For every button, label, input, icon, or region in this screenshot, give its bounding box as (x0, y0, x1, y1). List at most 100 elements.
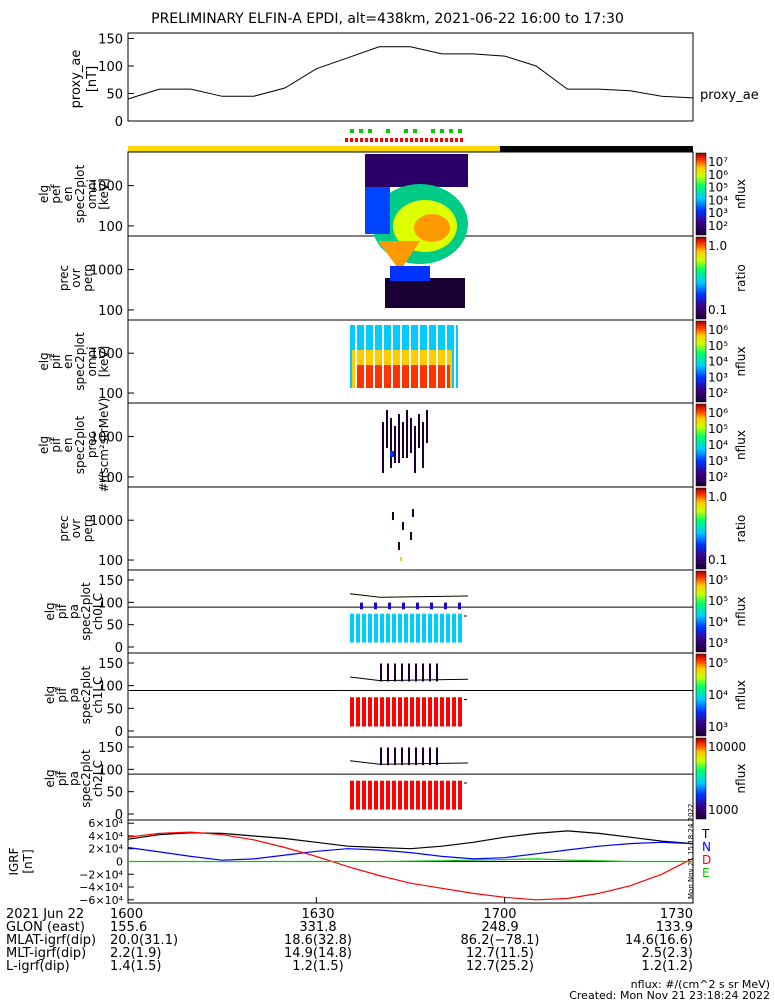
p7-ylabel: pa (67, 688, 81, 703)
p1-ylabel: spec2plot (73, 164, 87, 223)
p7-pa-strip (374, 697, 378, 727)
p6-pa-top (416, 602, 419, 610)
xaxis-value: 2.2(1.9) (110, 946, 162, 961)
xaxis-value: 18.6(32.8) (284, 933, 352, 948)
p6-pa-top (444, 602, 447, 610)
p6-pa-top (458, 602, 461, 610)
p8-ylabel: spec2plot (79, 749, 93, 808)
p3-cbar-label: 10⁶ (708, 323, 728, 337)
p8-ylabel: pif (55, 770, 69, 786)
p4-spectrum-strip (422, 422, 424, 468)
p3-ytick-label: 1000 (90, 347, 123, 362)
orbit-shadow-bar (500, 146, 693, 152)
xaxis-value: 1.2(1.5) (292, 959, 344, 974)
p6-pa-strip (416, 613, 420, 643)
p6-cbar-label: 10⁴ (708, 615, 728, 629)
p7-pa-strip (386, 697, 390, 727)
p8-pa-top (380, 747, 382, 766)
xaxis-value: 2.5(2.3) (642, 946, 694, 961)
ae-tick-label: 100 (98, 60, 123, 75)
p7-cbar-label: 10⁴ (708, 688, 728, 702)
p4-spectrum-strip (426, 410, 428, 443)
p8-pa-strip (404, 780, 408, 810)
igrf-series-y (127, 841, 694, 861)
p3-gap (427, 324, 429, 389)
p8-pa-top (394, 747, 396, 766)
p8-pa-top (408, 747, 410, 766)
footer-created: Created: Mon Nov 21 23:18:24 2022 (569, 989, 770, 1000)
p3-gap (409, 324, 411, 389)
p8-pa-top (401, 747, 403, 766)
xaxis-value: 12.7(11.5) (466, 946, 534, 961)
science-tick-green (350, 129, 354, 133)
p6-pa-strip (368, 613, 372, 643)
p8-pa-top (436, 747, 438, 766)
p3-ylabel: en (61, 354, 75, 369)
p7-pa-strip (362, 697, 366, 727)
xaxis-value: 20.0(31.1) (110, 933, 178, 948)
p8-ylabel: elg (43, 769, 57, 787)
p3-ytick-label: 100 (98, 387, 123, 402)
p4-cbar-label: 10³ (708, 454, 728, 468)
p3-gap (445, 324, 447, 389)
p3-ylabel: omni (85, 347, 99, 377)
p3-cbar-label: 10⁵ (708, 339, 728, 353)
p8-ylabel: pa (67, 771, 81, 786)
p3-gap (418, 324, 420, 389)
p7-pa-strip (440, 697, 444, 727)
p7-ylabel: pif (55, 687, 69, 703)
p7-pa-strip (380, 697, 384, 727)
igrf-ytick-label: −4×10⁴ (79, 881, 123, 894)
p3-cbar-label: 10⁴ (708, 355, 728, 369)
p5-ytick-label: 100 (98, 554, 123, 569)
p1-ylabel: pef (49, 184, 63, 204)
p2-ylabel: prec (57, 265, 71, 291)
xaxis-value: 133.9 (656, 920, 693, 935)
science-tick-red (435, 138, 438, 142)
ae-frame (127, 32, 694, 122)
xaxis-value: 1700 (483, 907, 516, 922)
p4-spectrum-dot (390, 451, 394, 457)
science-tick-red (380, 138, 383, 142)
p4-ytick-label: 100 (98, 471, 123, 486)
p6-pa-strip (386, 613, 390, 643)
p7-pa-top (380, 663, 382, 682)
p6-pa-strip (434, 613, 438, 643)
p5-cbar-unit: ratio (734, 515, 748, 543)
p7-pa-top (415, 663, 417, 682)
p5-frame (127, 486, 694, 571)
p8-pa-strip (392, 780, 396, 810)
p2-cbar-unit: ratio (734, 264, 748, 292)
xaxis-value: 14.6(16.6) (625, 933, 693, 948)
p1-cbar-label: 10⁶ (708, 168, 728, 182)
p6-pa-strip (392, 613, 396, 643)
p8-pa-strip (368, 780, 372, 810)
xaxis-value: 12.7(25.2) (466, 959, 534, 974)
p6-ytick-label: 150 (98, 574, 123, 589)
p3-colorbar (695, 320, 707, 403)
p4-spectrum-strip (414, 426, 416, 473)
side-timestamp: Mon Nov 21 15:18:24 2022 (687, 804, 695, 899)
science-tick-red (405, 138, 408, 142)
igrf-ytick-label: 4×10⁴ (88, 830, 123, 843)
p4-spectrum-strip (382, 422, 384, 473)
p1-ylabel: [keV] (97, 178, 111, 209)
p2-colorbar (695, 236, 707, 320)
p6-pa-strip (410, 613, 414, 643)
p8-pa-strip (374, 780, 378, 810)
p8-pa-strip (452, 780, 456, 810)
xaxis-row-label: 2021 Jun 22 (6, 907, 84, 922)
figure-title: PRELIMINARY ELFIN-A EPDI, alt=438km, 202… (151, 11, 624, 27)
p7-pa-strip (434, 697, 438, 727)
p8-pa-strip (434, 780, 438, 810)
p2-ytick-label: 1000 (90, 264, 123, 279)
p4-colorbar (695, 403, 707, 487)
p8-pa-strip (422, 780, 426, 810)
p8-pa-top (415, 747, 417, 766)
p6-pa-strip (422, 613, 426, 643)
p6-cbar-label: 10⁵ (708, 594, 728, 608)
science-tick-red (455, 138, 458, 142)
igrf-series-z (127, 831, 694, 901)
ae-series-label: proxy_ae (700, 88, 759, 103)
